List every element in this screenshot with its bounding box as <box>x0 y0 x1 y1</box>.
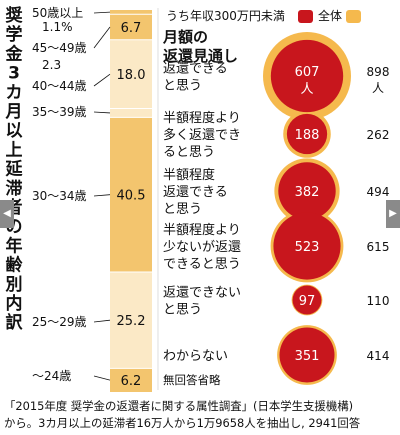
age-segment <box>110 368 152 392</box>
age-segment <box>110 14 152 40</box>
age-segment <box>110 39 152 109</box>
bubble-low-income <box>270 39 344 113</box>
bubble-category-label: わからない <box>163 349 228 364</box>
bubble-value-low: 97 <box>299 294 316 309</box>
bubble-value-low: 351 <box>295 349 320 364</box>
leader-line <box>93 111 111 114</box>
bubble-category-label: 半額程度 <box>163 167 215 183</box>
leader-line <box>93 11 111 14</box>
bubble-title: 月額の <box>162 28 208 46</box>
bubble-category-label: と思う <box>163 202 202 217</box>
bubble-category-label: ると思う <box>163 145 215 160</box>
age-category-label: 35〜39歳 <box>32 105 87 119</box>
age-segment <box>110 108 152 118</box>
bubble-low-income <box>278 162 336 220</box>
age-value-label: 25.2 <box>117 314 146 329</box>
bubble-category-label: 返還できない <box>163 286 241 301</box>
source-note: 「2015年度 奨学金の返還者に関する属性調査」(日本学生支援機構) から。3カ… <box>4 398 396 432</box>
legend-swatch-b <box>346 10 361 23</box>
legend-label-b: 全体 <box>318 8 342 23</box>
age-category-label: 〜24歳 <box>32 369 71 383</box>
source-line-2: から。3カ月以上の延滞者16万人から1万9658人を抽出し, 2941回答 <box>4 416 361 430</box>
bubble-value-low: 188 <box>295 128 320 143</box>
column-title-char: 金 <box>5 43 24 64</box>
column-title-char: 延 <box>5 159 24 180</box>
age-category-label: 45〜49歳 <box>32 41 87 55</box>
bubble-low-income <box>292 285 322 315</box>
next-arrow-icon[interactable]: ▶ <box>386 200 400 228</box>
age-segment <box>110 10 152 15</box>
leader-line <box>93 194 111 197</box>
legend-label-a: うち年収300万円未満 <box>166 9 285 23</box>
bubble-low-income <box>273 212 341 280</box>
bubble-value-total: 414 <box>367 349 390 363</box>
leader-line <box>93 26 111 49</box>
bubble-category-label: と思う <box>163 303 202 318</box>
age-segment <box>110 272 152 369</box>
prev-arrow-icon[interactable]: ◀ <box>0 200 14 228</box>
age-value-label: 6.7 <box>121 21 142 36</box>
column-title-char: 滞 <box>6 179 23 199</box>
column-title-char: 内 <box>6 293 23 314</box>
bubble-category-label: と思う <box>163 79 202 94</box>
age-category-label: 25〜29歳 <box>32 315 87 329</box>
column-title-char: 月 <box>5 102 23 122</box>
column-title-char: カ <box>6 83 23 103</box>
bubble-category-label: 返還できる <box>163 185 228 200</box>
age-value-label: 6.2 <box>121 374 142 389</box>
bubble-unit-total: 人 <box>372 81 384 95</box>
leader-line <box>93 73 111 87</box>
bubble-category-label: 少ないが返還 <box>163 240 241 255</box>
age-value-label: 40.5 <box>117 189 146 204</box>
bubble-unit-low: 人 <box>300 82 313 97</box>
legend-swatch-a <box>298 10 313 23</box>
bubble-value-total: 615 <box>367 240 390 254</box>
leader-line <box>93 375 111 381</box>
bubble-value-total: 262 <box>367 128 390 142</box>
bubble-value-low: 523 <box>295 240 320 255</box>
bubble-note: 無回答省略 <box>163 373 221 387</box>
column-title-char: 奨 <box>5 5 24 26</box>
column-title-char: 別 <box>5 275 23 295</box>
bubble-category-label: 半額程度より <box>163 110 241 126</box>
bubble-value-low: 607 <box>295 65 320 80</box>
bubble-value-total: 110 <box>367 294 390 308</box>
column-title-char: 上 <box>6 140 23 160</box>
bubble-value-total: 494 <box>367 185 390 199</box>
leader-line <box>93 319 111 323</box>
bubble-category-label: 半額程度より <box>163 222 241 238</box>
column-title-char: 齢 <box>6 255 24 276</box>
source-line-1: 「2015年度 奨学金の返還者に関する属性調査」(日本学生支援機構) <box>4 399 354 413</box>
bubble-title: 返還見通し <box>163 47 238 65</box>
column-title-char: 学 <box>6 24 23 45</box>
bubble-category-label: 返還できる <box>163 62 228 77</box>
bubble-category-label: できると思う <box>163 257 241 272</box>
bubble-low-income <box>286 113 328 155</box>
column-title-char: 以 <box>6 121 23 141</box>
age-value-label-small: 1.1% <box>42 20 73 34</box>
age-value-label-small: 2.3 <box>42 58 61 72</box>
age-category-label: 50歳以上 <box>32 6 83 20</box>
bubble-value-total: 898 <box>367 65 390 79</box>
age-value-label: 18.0 <box>117 68 146 83</box>
age-segment <box>110 117 152 273</box>
bubble-low-income <box>279 327 335 383</box>
column-title-char: 訳 <box>6 312 24 333</box>
age-category-label: 30〜34歳 <box>32 189 87 203</box>
age-category-label: 40〜44歳 <box>32 79 87 93</box>
column-title-char: 年 <box>6 235 23 256</box>
bubble-value-low: 382 <box>295 185 320 200</box>
column-title-char: 3 <box>8 64 20 84</box>
bubble-category-label: 多く返還でき <box>163 127 241 143</box>
